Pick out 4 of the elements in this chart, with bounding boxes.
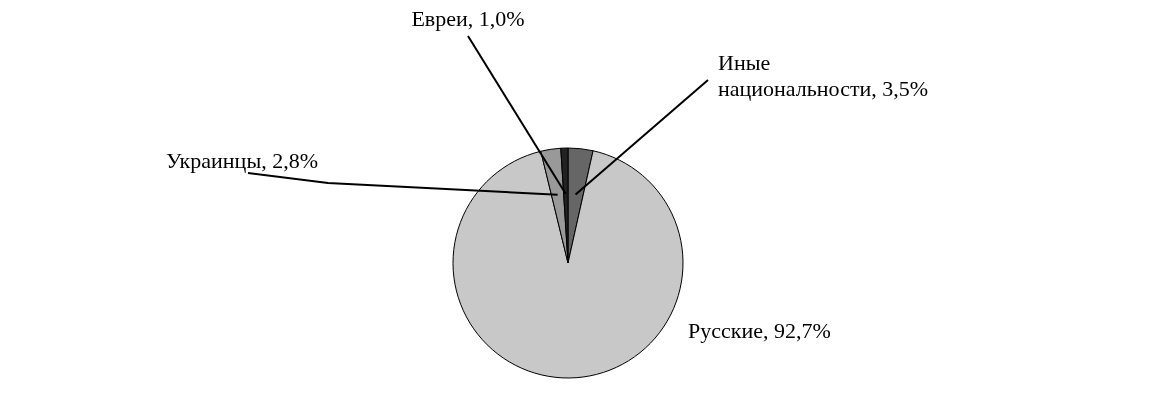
slice-label: Иные национальности, 3,5% (718, 50, 929, 101)
slice-label: Русские, 92,7% (688, 318, 831, 343)
slice-label: Украинцы, 2,8% (165, 148, 318, 173)
slice-label: Евреи, 1,0% (411, 6, 525, 31)
